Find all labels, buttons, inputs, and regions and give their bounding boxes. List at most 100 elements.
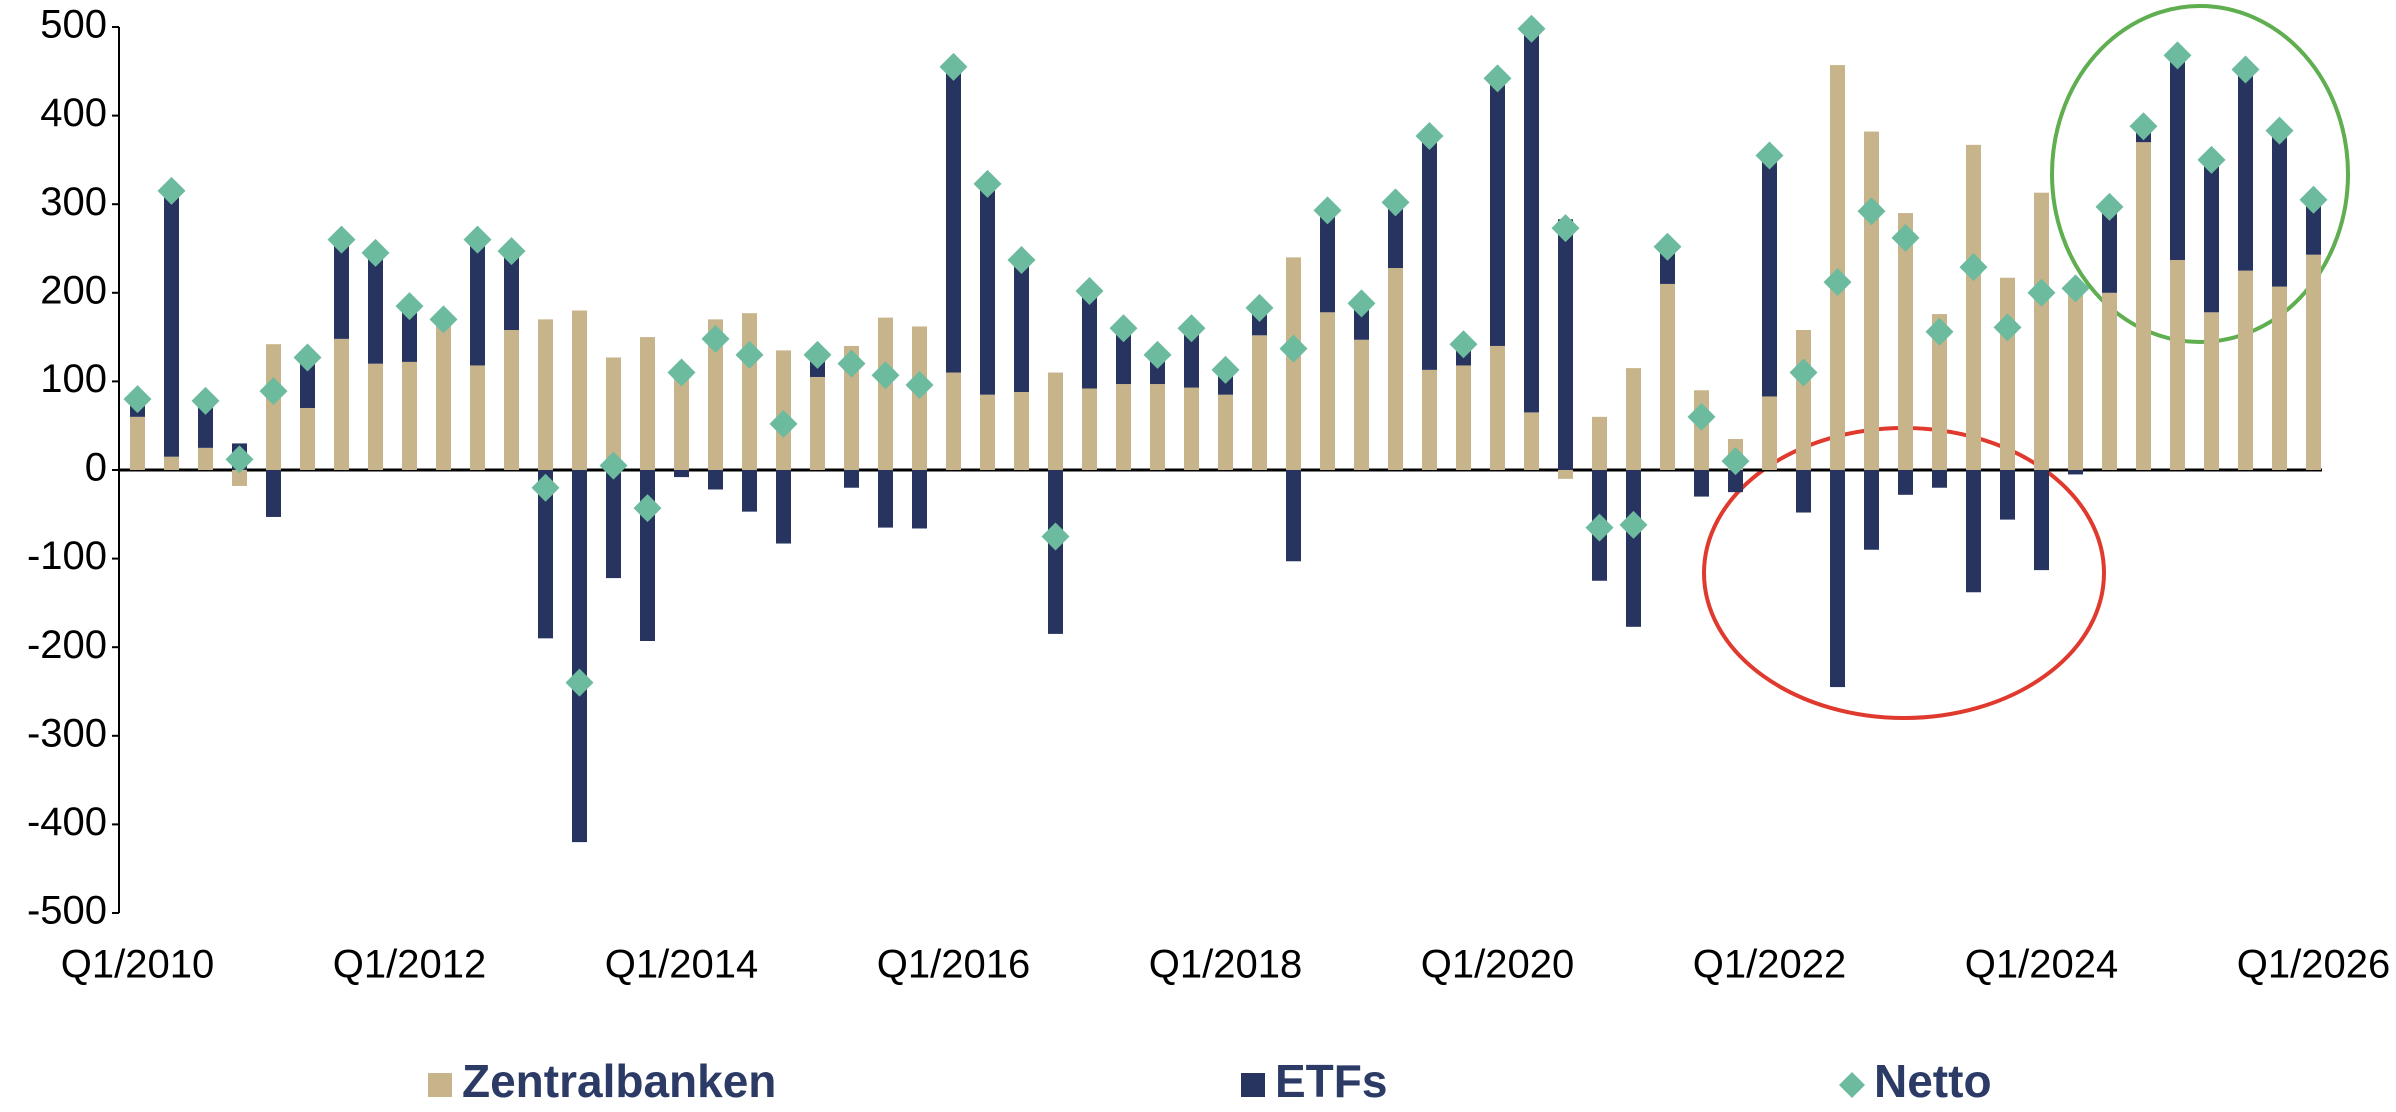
netto-marker (565, 668, 594, 697)
bar (1762, 155, 1777, 397)
x-tick-label: Q1/2018 (1149, 943, 1302, 987)
netto-marker (259, 377, 288, 406)
netto-marker (1007, 246, 1036, 275)
bar (1150, 384, 1165, 470)
bar (368, 363, 383, 470)
bar (266, 470, 281, 517)
bar (844, 470, 859, 488)
y-tick-label: -100 (27, 534, 107, 578)
bar (980, 183, 995, 395)
x-tick-label: Q1/2010 (61, 943, 214, 987)
bar (844, 345, 859, 470)
netto-marker (837, 349, 866, 378)
bar (1422, 135, 1437, 370)
y-tick-label: 400 (40, 91, 107, 135)
bar (232, 470, 247, 486)
bar (1864, 131, 1879, 470)
bar (1626, 470, 1641, 627)
bar (1830, 65, 1845, 471)
bar (2204, 159, 2219, 313)
bar (1694, 470, 1709, 497)
bar (402, 306, 417, 362)
bar (1320, 210, 1335, 313)
bar (2170, 55, 2185, 261)
highlight-ellipse (2050, 4, 2350, 344)
bar (1558, 470, 1573, 479)
netto-marker (123, 385, 152, 414)
bar (1490, 78, 1505, 346)
bar (1626, 368, 1641, 470)
y-tick-label: -300 (27, 711, 107, 755)
bar (708, 319, 723, 470)
bar (1014, 392, 1029, 470)
bar (470, 239, 485, 366)
bar (946, 66, 961, 373)
netto-marker (1551, 214, 1580, 243)
bar (1592, 416, 1607, 470)
bar (1218, 394, 1233, 470)
netto-marker (2231, 55, 2260, 84)
netto-marker (769, 409, 798, 438)
bar (1796, 330, 1811, 470)
netto-marker (1823, 268, 1852, 297)
bar (1116, 384, 1131, 470)
netto-marker (395, 292, 424, 321)
bar (2306, 254, 2321, 470)
bar (1830, 470, 1845, 688)
bar (776, 470, 791, 544)
bar (1966, 470, 1981, 593)
legend-label: ETFs (1275, 1055, 1387, 1107)
bar (708, 470, 723, 490)
y-tick-label: 100 (40, 357, 107, 401)
bar (1082, 291, 1097, 389)
x-tick-label: Q1/2020 (1421, 943, 1574, 987)
legend-marker (1839, 1072, 1865, 1098)
netto-marker (939, 52, 968, 81)
bar (470, 365, 485, 470)
bar (606, 470, 621, 579)
netto-marker (1857, 197, 1886, 226)
bar (368, 252, 383, 364)
x-tick-label: Q1/2026 (2237, 943, 2390, 987)
bar (164, 190, 179, 457)
bar (810, 376, 825, 470)
netto-marker (225, 445, 254, 474)
netto-marker (1415, 121, 1444, 150)
bar (1048, 470, 1063, 634)
bar (1388, 202, 1403, 268)
bar (1354, 339, 1369, 470)
bar (912, 470, 927, 529)
legend-swatch (1241, 1073, 1265, 1097)
netto-marker (905, 370, 934, 399)
bar (606, 357, 621, 470)
netto-marker (2265, 116, 2294, 145)
bar (1252, 335, 1267, 470)
netto-marker (1517, 14, 1546, 43)
y-tick-label: -200 (27, 623, 107, 667)
bar (1184, 387, 1199, 470)
bar (2102, 206, 2117, 293)
x-tick-label: Q1/2014 (605, 943, 758, 987)
bar (640, 337, 655, 470)
bar (1048, 372, 1063, 470)
bar (1898, 470, 1913, 495)
netto-marker (701, 324, 730, 353)
bar (980, 394, 995, 470)
bar (436, 323, 451, 470)
netto-marker (1143, 340, 1172, 369)
netto-marker (2299, 185, 2328, 214)
bar (1082, 388, 1097, 470)
bar (1524, 28, 1539, 413)
bar (538, 319, 553, 470)
bar (1932, 314, 1947, 470)
bar (504, 251, 519, 331)
bar (2238, 69, 2253, 271)
legend-label: Zentralbanken (462, 1055, 776, 1107)
bar (674, 470, 689, 478)
bar (2306, 199, 2321, 255)
netto-marker (463, 225, 492, 254)
netto-marker (293, 343, 322, 372)
netto-marker (157, 176, 186, 205)
bar (1932, 470, 1947, 488)
netto-marker (1041, 522, 1070, 551)
